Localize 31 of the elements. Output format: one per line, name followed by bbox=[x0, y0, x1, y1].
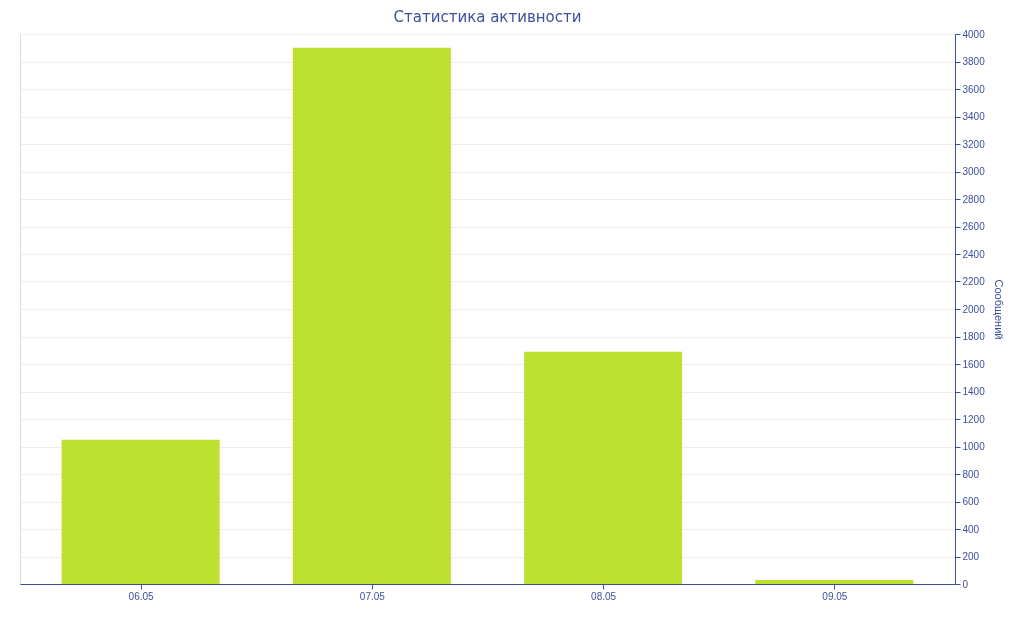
y-tick-label: 3400 bbox=[962, 111, 986, 122]
x-tick-label: 07.05 bbox=[359, 590, 386, 602]
y-tick-label: 2000 bbox=[962, 303, 986, 315]
x-tick-label: 06.05 bbox=[128, 590, 155, 602]
y-tick-label: 200 bbox=[962, 551, 980, 562]
chart-title: Статистика активности bbox=[393, 8, 582, 26]
y-tick-label: 1200 bbox=[962, 413, 986, 425]
x-tick-label: 09.05 bbox=[822, 590, 848, 602]
y-tick-label: 3600 bbox=[962, 83, 986, 95]
y-tick-label: 1400 bbox=[962, 386, 986, 397]
bar bbox=[61, 439, 220, 584]
y-axis-title: Сообщений bbox=[992, 279, 1005, 340]
y-tick-label: 4000 bbox=[962, 28, 986, 40]
bar bbox=[755, 579, 914, 584]
bar bbox=[524, 351, 683, 584]
y-tick-label: 2400 bbox=[962, 248, 986, 260]
y-tick-label: 0 bbox=[962, 578, 969, 590]
y-tick-label: 3200 bbox=[962, 138, 986, 150]
y-tick-label: 2800 bbox=[962, 193, 986, 205]
y-tick-label: 2600 bbox=[962, 221, 986, 232]
x-tick-label: 08.05 bbox=[591, 590, 617, 602]
y-tick-label: 1600 bbox=[962, 358, 986, 370]
y-tick-label: 1000 bbox=[962, 441, 986, 452]
y-tick-label: 600 bbox=[962, 496, 980, 507]
y-tick-label: 400 bbox=[962, 523, 980, 535]
bar bbox=[292, 47, 451, 584]
y-tick-label: 3800 bbox=[962, 56, 986, 67]
y-tick-label: 800 bbox=[962, 468, 980, 480]
y-tick-label: 2200 bbox=[962, 276, 986, 287]
y-tick-label: 1800 bbox=[962, 331, 986, 342]
y-tick-label: 3000 bbox=[962, 166, 986, 177]
